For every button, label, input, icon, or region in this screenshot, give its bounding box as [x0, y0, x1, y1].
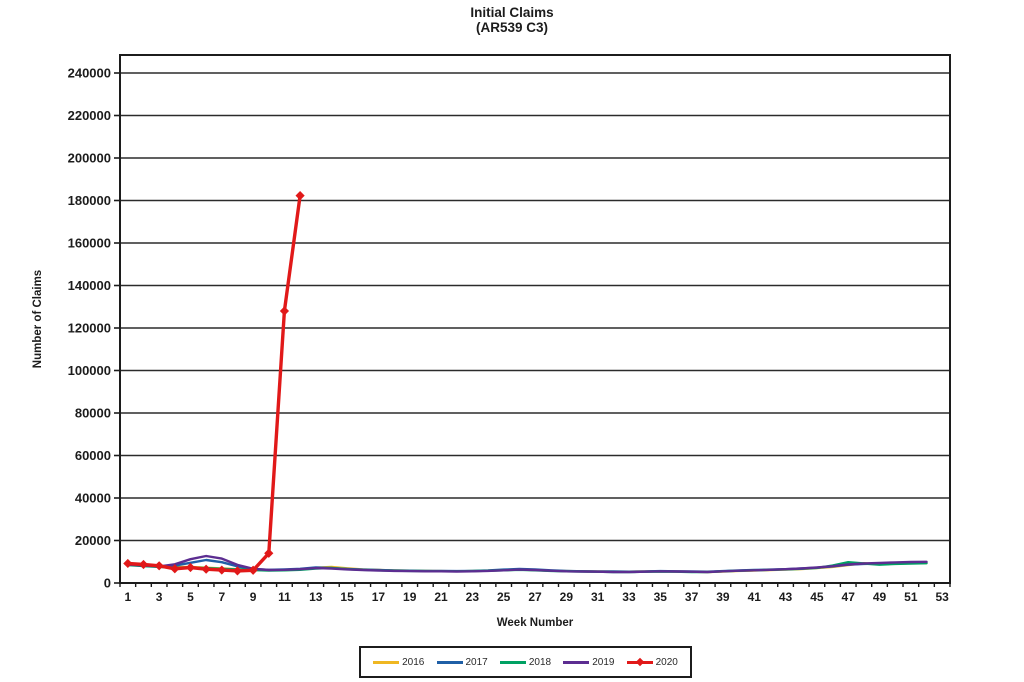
- y-tick-label-200000: 200000: [68, 151, 111, 166]
- series-marker-2020-week-12: [295, 191, 305, 201]
- x-tick-label-39: 39: [716, 590, 730, 604]
- x-tick-label-5: 5: [187, 590, 194, 604]
- chart-title: Initial Claims (AR539 C3): [0, 5, 1024, 35]
- series-marker-2020-week-3: [154, 561, 164, 571]
- x-tick-label-15: 15: [340, 590, 354, 604]
- x-tick-label-29: 29: [560, 590, 574, 604]
- legend-label-2016: 2016: [402, 656, 425, 668]
- legend-swatch-2019: [563, 660, 590, 664]
- y-tick-label-100000: 100000: [68, 363, 111, 378]
- y-tick-label-120000: 120000: [68, 321, 111, 336]
- y-tick-label-40000: 40000: [75, 491, 111, 506]
- chart-legend: 2016 2017 2018 2019 2020: [359, 646, 692, 678]
- x-tick-label-43: 43: [779, 590, 793, 604]
- y-tick-label-160000: 160000: [68, 236, 111, 251]
- series-marker-2020-week-2: [138, 559, 149, 570]
- legend-item-2018: 2018: [499, 656, 552, 668]
- series-line-2020: [126, 193, 302, 573]
- legend-item-2019: 2019: [563, 656, 615, 668]
- legend-swatch-2018: [499, 660, 526, 664]
- x-tick-label-33: 33: [622, 590, 636, 604]
- x-tick-label-19: 19: [403, 590, 417, 604]
- x-tick-label-1: 1: [124, 590, 131, 604]
- legend-label-2020: 2020: [655, 656, 678, 668]
- legend-label-2019: 2019: [592, 656, 615, 668]
- legend-label-2018: 2018: [528, 656, 552, 668]
- x-tick-label-53: 53: [935, 590, 949, 604]
- y-tick-label-80000: 80000: [75, 406, 111, 421]
- x-tick-label-49: 49: [873, 590, 887, 604]
- y-tick-label-60000: 60000: [75, 448, 111, 463]
- x-tick-label-45: 45: [810, 590, 824, 604]
- plot-border: [119, 54, 951, 584]
- legend-diamond-marker-2020: [635, 657, 644, 667]
- x-tick-label-27: 27: [528, 590, 542, 604]
- x-tick-label-25: 25: [497, 590, 511, 604]
- x-tick-label-41: 41: [748, 590, 762, 604]
- legend-item-2017: 2017: [436, 656, 488, 668]
- series-marker-2020-week-4: [170, 564, 180, 574]
- series-marker-2020-week-1: [123, 558, 133, 569]
- legend-item-2016: 2016: [373, 657, 424, 668]
- x-tick-label-3: 3: [156, 590, 163, 604]
- series-line-2019: [126, 554, 928, 574]
- x-tick-label-9: 9: [250, 590, 257, 604]
- legend-swatch-2017: [436, 660, 463, 664]
- y-tick-label-220000: 220000: [68, 108, 111, 123]
- series-marker-2020-week-6: [201, 564, 211, 574]
- legend-swatch-2016: [373, 660, 400, 664]
- y-tick-label-0: 0: [104, 576, 111, 591]
- x-tick-label-11: 11: [278, 590, 291, 604]
- y-tick-label-240000: 240000: [68, 66, 111, 81]
- legend-swatch-2020: [626, 657, 653, 667]
- x-tick-label-7: 7: [218, 590, 225, 604]
- x-tick-label-13: 13: [309, 590, 323, 604]
- legend-item-2020: 2020: [626, 656, 678, 668]
- series-marker-2020-week-7: [217, 565, 227, 575]
- y-tick-label-140000: 140000: [68, 278, 111, 293]
- x-tick-label-17: 17: [372, 590, 386, 604]
- x-tick-label-21: 21: [434, 590, 448, 604]
- series-marker-2020-week-8: [232, 566, 243, 576]
- x-axis-title: Week Number: [496, 617, 574, 629]
- x-tick-label-35: 35: [654, 590, 668, 604]
- x-tick-label-37: 37: [685, 590, 699, 604]
- x-tick-label-23: 23: [466, 590, 480, 604]
- series-marker-2020-week-11: [279, 306, 290, 316]
- legend-label-2017: 2017: [465, 656, 488, 668]
- x-tick-label-47: 47: [842, 590, 856, 604]
- series-marker-2020-week-9: [248, 565, 258, 575]
- x-tick-label-51: 51: [904, 590, 918, 604]
- series-marker-2020-week-10: [264, 548, 274, 558]
- x-tick-label-31: 31: [591, 590, 605, 604]
- y-tick-label-180000: 180000: [68, 193, 111, 208]
- chart-title-line1: Initial Claims: [470, 5, 554, 20]
- y-tick-label-20000: 20000: [75, 533, 111, 548]
- series-marker-2020-week-5: [185, 562, 196, 573]
- chart-title-line2: (AR539 C3): [475, 20, 549, 35]
